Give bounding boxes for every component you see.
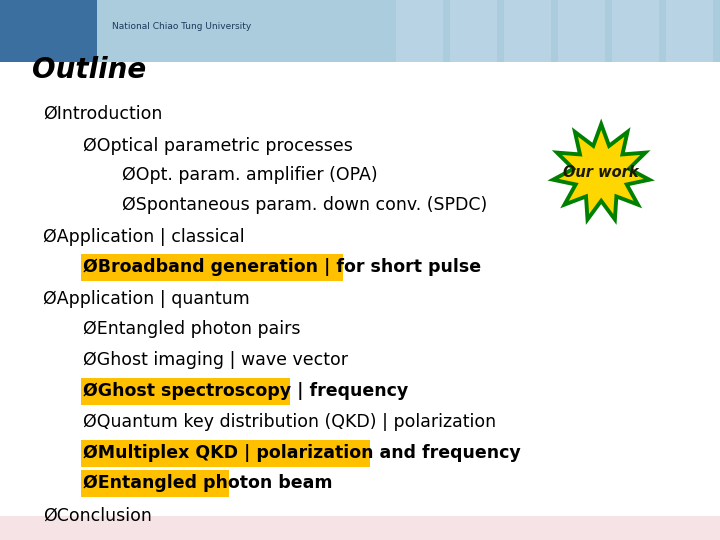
- Polygon shape: [553, 124, 649, 219]
- FancyBboxPatch shape: [450, 0, 497, 62]
- Text: National Chiao Tung University: National Chiao Tung University: [112, 22, 251, 31]
- Text: ØOpt. param. amplifier (OPA): ØOpt. param. amplifier (OPA): [122, 166, 378, 185]
- Text: ØIntroduction: ØIntroduction: [43, 104, 163, 123]
- FancyBboxPatch shape: [81, 254, 343, 281]
- Text: Our work: Our work: [563, 165, 639, 180]
- FancyBboxPatch shape: [666, 0, 713, 62]
- Text: ØGhost spectroscopy | frequency: ØGhost spectroscopy | frequency: [83, 382, 408, 400]
- FancyBboxPatch shape: [81, 470, 230, 497]
- Text: Outline: Outline: [32, 56, 147, 84]
- FancyBboxPatch shape: [612, 0, 659, 62]
- Text: ØOptical parametric processes: ØOptical parametric processes: [83, 137, 353, 155]
- FancyBboxPatch shape: [0, 516, 720, 540]
- FancyBboxPatch shape: [558, 0, 605, 62]
- Text: ØSpontaneous param. down conv. (SPDC): ØSpontaneous param. down conv. (SPDC): [122, 196, 487, 214]
- Text: ØEntangled photon pairs: ØEntangled photon pairs: [83, 320, 300, 339]
- FancyBboxPatch shape: [81, 378, 289, 405]
- Text: ØEntangled photon beam: ØEntangled photon beam: [83, 474, 333, 492]
- Text: ØQuantum key distribution (QKD) | polarization: ØQuantum key distribution (QKD) | polari…: [83, 413, 496, 431]
- Text: ØApplication | classical: ØApplication | classical: [43, 227, 245, 246]
- FancyBboxPatch shape: [0, 0, 720, 62]
- FancyBboxPatch shape: [504, 0, 551, 62]
- Text: ØApplication | quantum: ØApplication | quantum: [43, 289, 250, 308]
- FancyBboxPatch shape: [396, 0, 443, 62]
- FancyBboxPatch shape: [0, 0, 97, 62]
- Text: ØBroadband generation | for short pulse: ØBroadband generation | for short pulse: [83, 258, 481, 276]
- Text: ØMultiplex QKD | polarization and frequency: ØMultiplex QKD | polarization and freque…: [83, 443, 521, 462]
- FancyBboxPatch shape: [81, 440, 370, 467]
- Text: ØConclusion: ØConclusion: [43, 507, 152, 525]
- Text: ØGhost imaging | wave vector: ØGhost imaging | wave vector: [83, 351, 348, 369]
